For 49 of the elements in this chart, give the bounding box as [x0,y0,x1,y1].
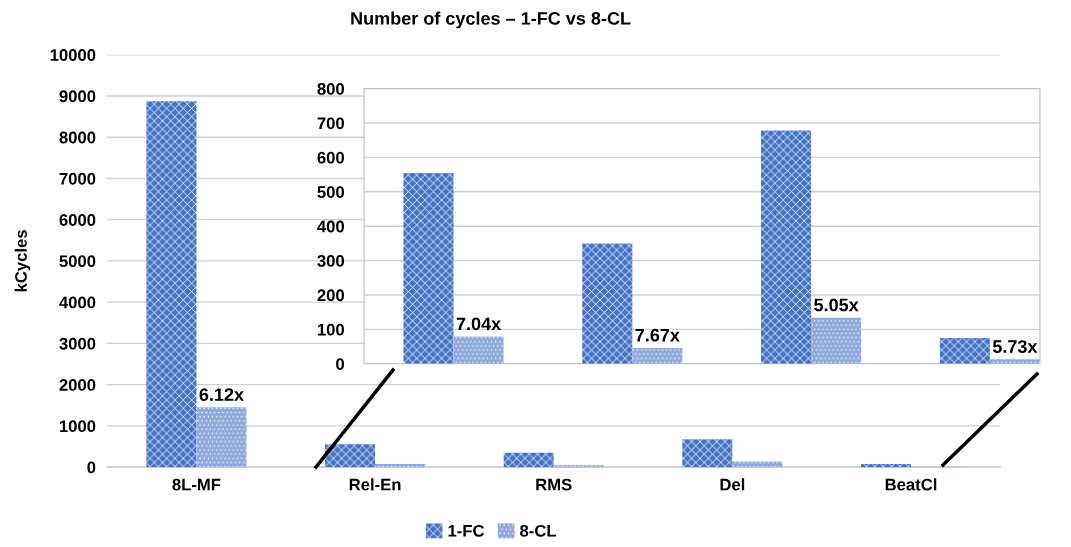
legend-label: 1-FC [448,524,485,537]
y-tick-label: 5000 [59,255,96,268]
annotation: 5.73x [992,340,1038,353]
x-tick-label: Del [720,478,745,491]
y-tick-label: 0 [87,461,96,474]
x-tick-label: BeatCl [885,478,937,491]
bar [503,452,554,468]
y-tick-label: 0 [336,358,345,370]
y-tick-label: 4000 [59,296,96,309]
x-tick-label: Rel-En [349,478,401,491]
legend-label: 8-CL [520,524,557,537]
bar [632,347,683,364]
annotation: 5.05x [814,298,859,312]
y-tick-label: 300 [317,254,345,267]
bar [146,101,197,468]
x-tick-label: RMS [536,478,572,491]
bar [939,337,990,364]
y-tick-label: 2000 [59,379,96,391]
y-tick-label: 800 [317,83,345,95]
y-tick-label: 8000 [59,131,96,144]
bar [582,243,633,364]
bar [682,439,733,468]
bar [761,130,812,364]
y-tick-label: 700 [317,117,345,130]
y-tick-label: 3000 [59,337,96,350]
bar [325,444,376,468]
y-tick-label: 100 [317,323,345,336]
bar [196,407,247,468]
chart-title: Number of cycles – 1-FC vs 8-CL [351,11,631,29]
y-tick-label: 400 [317,220,345,233]
y-tick-label: 9000 [59,90,96,103]
bar [860,464,911,468]
annotation: 6.12x [199,388,244,401]
x-tick-label: 8L-MF [172,478,221,491]
bar [403,172,454,364]
bar [453,336,504,364]
annotation: 7.67x [635,328,680,342]
y-tick-label: 500 [317,186,345,198]
y-tick-label: 600 [317,151,345,164]
y-tick-label: 7000 [59,172,96,185]
y-tick-label: 6000 [59,214,96,226]
annotation: 7.04x [456,317,502,331]
bar [375,463,426,468]
y-axis-title: kCycles [14,230,31,292]
y-tick-label: 200 [317,289,345,302]
y-tick-label: 1000 [59,420,96,433]
bar [811,317,862,364]
bar [732,461,783,468]
y-tick-label: 10000 [50,49,96,61]
